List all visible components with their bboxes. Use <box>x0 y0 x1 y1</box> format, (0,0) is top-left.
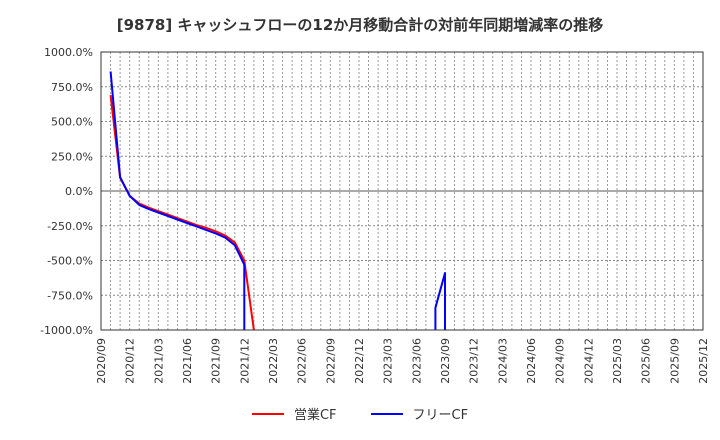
legend-swatch-red <box>251 412 284 415</box>
x-tick-label: 2025/03 <box>611 338 624 384</box>
y-tick-label: 500.0% <box>51 116 93 129</box>
x-tick-label: 2024/06 <box>525 338 538 384</box>
y-tick-label: 1000.0% <box>44 46 93 59</box>
free-cf-line-segment-2 <box>434 272 446 330</box>
plot-frame <box>100 51 704 331</box>
y-tick-label: -250.0% <box>47 220 93 233</box>
x-tick-label: 2022/06 <box>296 338 309 384</box>
x-axis-labels: 2020/09 2020/12 2021/03 2021/06 2021/09 2021/… <box>95 338 710 384</box>
y-tick-label: 0.0% <box>65 185 93 198</box>
x-tick-label: 2024/09 <box>554 338 567 384</box>
legend-label: 営業CF <box>293 408 337 423</box>
legend-swatch-blue <box>370 412 403 415</box>
y-tick-label: 750.0% <box>51 81 93 94</box>
y-tick-label: -750.0% <box>47 289 93 302</box>
legend-label: フリーCF <box>412 408 469 423</box>
legend: 営業CF フリーCF <box>0 404 720 423</box>
x-tick-label: 2020/12 <box>124 338 137 384</box>
x-tick-label: 2020/09 <box>95 338 108 384</box>
x-tick-label: 2021/12 <box>238 338 251 384</box>
grid-lines <box>101 52 703 330</box>
x-tick-label: 2021/09 <box>210 338 223 384</box>
series-lines <box>109 71 446 331</box>
x-tick-label: 2024/03 <box>496 338 509 384</box>
legend-item-operating-cf[interactable]: 営業CF <box>251 404 337 423</box>
x-tick-label: 2021/03 <box>152 338 165 384</box>
x-tick-label: 2023/03 <box>382 338 395 384</box>
chart-title: [9878] キャッシュフローの12か月移動合計の対前年同期増減率の推移 <box>116 16 604 34</box>
x-tick-label: 2025/06 <box>640 338 653 384</box>
x-tick-label: 2021/06 <box>181 338 194 384</box>
x-tick-label: 2022/09 <box>324 338 337 384</box>
x-tick-label: 2022/12 <box>353 338 366 384</box>
y-tick-label: -500.0% <box>47 255 93 268</box>
x-tick-label: 2023/06 <box>410 338 423 384</box>
x-tick-label: 2025/12 <box>697 338 710 384</box>
x-tick-label: 2022/03 <box>267 338 280 384</box>
x-tick-label: 2025/09 <box>668 338 681 384</box>
x-tick-label: 2023/12 <box>468 338 481 384</box>
y-axis-labels: 1000.0% 750.0% 500.0% 250.0% 0.0% -250.0% -500… <box>40 46 93 337</box>
y-tick-label: 250.0% <box>51 150 93 163</box>
legend-item-free-cf[interactable]: フリーCF <box>370 404 469 423</box>
x-tick-label: 2023/09 <box>439 338 452 384</box>
y-tick-label: -1000.0% <box>40 324 93 337</box>
x-tick-label: 2024/12 <box>582 338 595 384</box>
free-cf-line <box>109 71 246 330</box>
